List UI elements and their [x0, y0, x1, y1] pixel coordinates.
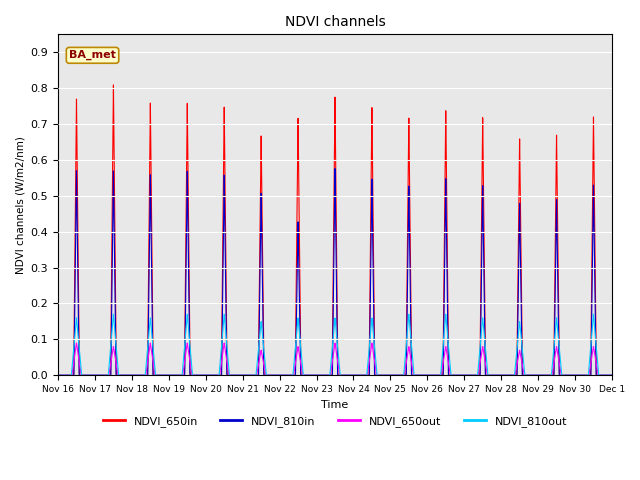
- NDVI_650out: [551, 355, 559, 360]
- NDVI_810out: [408, 343, 415, 349]
- Line: NDVI_810out: NDVI_810out: [58, 314, 612, 375]
- NDVI_650out: [303, 372, 311, 378]
- NDVI_650out: [73, 340, 81, 346]
- NDVI_810out: [589, 312, 597, 317]
- NDVI_810out: [303, 372, 311, 378]
- NDVI_650out: [536, 372, 543, 378]
- NDVI_650out: [408, 360, 415, 366]
- NDVI_810out: [607, 372, 614, 378]
- NDVI_810in: [607, 372, 614, 378]
- Text: BA_met: BA_met: [69, 50, 116, 60]
- NDVI_650in: [608, 372, 616, 378]
- NDVI_810in: [608, 372, 616, 378]
- NDVI_810in: [303, 372, 311, 378]
- Title: NDVI channels: NDVI channels: [285, 15, 385, 29]
- NDVI_650out: [600, 372, 608, 378]
- NDVI_810in: [54, 372, 62, 378]
- NDVI_650in: [551, 283, 559, 289]
- NDVI_810in: [551, 318, 559, 324]
- X-axis label: Time: Time: [321, 399, 349, 409]
- Line: NDVI_650in: NDVI_650in: [58, 85, 612, 375]
- NDVI_810in: [331, 166, 339, 171]
- NDVI_810out: [536, 372, 543, 378]
- NDVI_810out: [600, 372, 608, 378]
- NDVI_650in: [303, 372, 311, 378]
- NDVI_650in: [600, 372, 608, 378]
- NDVI_650in: [408, 363, 415, 369]
- NDVI_810out: [608, 372, 616, 378]
- NDVI_650out: [54, 372, 62, 378]
- NDVI_650in: [109, 82, 117, 88]
- Y-axis label: NDVI channels (W/m2/nm): NDVI channels (W/m2/nm): [15, 136, 25, 274]
- NDVI_810in: [600, 372, 608, 378]
- Legend: NDVI_650in, NDVI_810in, NDVI_650out, NDVI_810out: NDVI_650in, NDVI_810in, NDVI_650out, NDV…: [98, 411, 572, 431]
- NDVI_810out: [54, 372, 62, 378]
- NDVI_810in: [536, 372, 543, 378]
- NDVI_650out: [607, 372, 614, 378]
- NDVI_650in: [607, 372, 614, 378]
- NDVI_650out: [608, 372, 616, 378]
- NDVI_810out: [551, 335, 559, 341]
- Line: NDVI_810in: NDVI_810in: [58, 168, 612, 375]
- NDVI_810in: [408, 372, 415, 378]
- NDVI_650in: [54, 372, 62, 378]
- NDVI_650in: [536, 372, 543, 378]
- Line: NDVI_650out: NDVI_650out: [58, 343, 612, 375]
